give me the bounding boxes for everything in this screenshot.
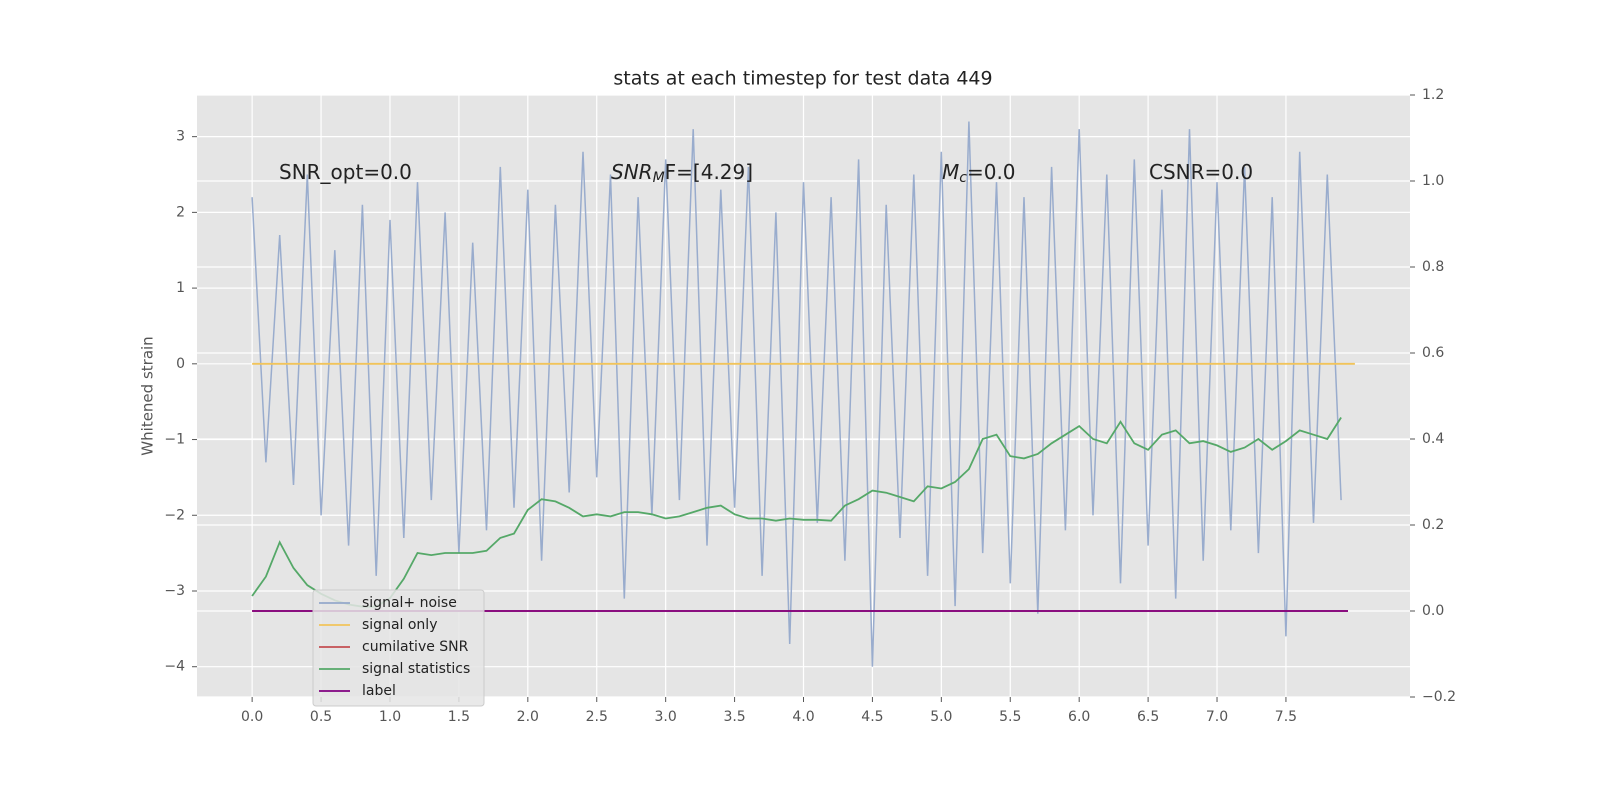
y-tick-label: −1	[164, 432, 185, 448]
y-tick-label: 3	[176, 129, 185, 145]
y-tick-label: 2	[176, 204, 185, 220]
y2-tick-label: 1.0	[1422, 173, 1444, 189]
annotations: SNR_opt=0.0 SNRMF=[4.29] Mc=0.0 CSNR=0.0	[279, 160, 1253, 187]
y2-tick-label: −0.2	[1422, 689, 1456, 705]
y2-tick-label: 0.2	[1422, 517, 1444, 533]
legend-label: signal+ noise	[362, 595, 457, 611]
x-tick-label: 2.5	[586, 709, 608, 725]
chart-title: stats at each timestep for test data 449	[613, 68, 992, 90]
x-tick-label: 2.0	[517, 709, 539, 725]
legend-label: signal statistics	[362, 661, 470, 677]
x-tick-label: 0.0	[241, 709, 263, 725]
legend-label: cumilative SNR	[362, 639, 469, 655]
y2-tick-label: 1.2	[1422, 87, 1444, 103]
x-tick-label: 6.0	[1068, 709, 1090, 725]
legend: signal+ noise signal only cumilative SNR si…	[312, 589, 485, 707]
x-tick-label: 7.0	[1206, 709, 1228, 725]
y2-tick-label: 0.6	[1422, 345, 1444, 361]
legend-label: signal only	[362, 617, 437, 633]
x-tick-label: 7.5	[1275, 709, 1297, 725]
x-tick-label: 6.5	[1137, 709, 1159, 725]
y-tick-label: −4	[164, 659, 185, 675]
annotation: CSNR=0.0	[1149, 160, 1253, 184]
annotation-part: M	[653, 170, 665, 186]
y2-tick-label: 0.0	[1422, 603, 1444, 619]
legend-label: label	[362, 683, 396, 699]
annotation: SNR_opt=0.0	[279, 160, 412, 184]
x-tick-label: 1.0	[379, 709, 401, 725]
y-tick-label: −2	[164, 507, 185, 523]
x-tick-label: 3.5	[723, 709, 745, 725]
y-tick-label: 1	[176, 280, 185, 296]
annotation-part: SNR_opt=0.0	[279, 160, 412, 184]
y2-tick-label: 0.8	[1422, 259, 1444, 275]
series-line	[251, 417, 1342, 608]
legend-box	[312, 589, 485, 707]
y-tick-label: 0	[176, 356, 185, 372]
annotation-part: F=[4.29]	[665, 160, 753, 184]
x-tick-label: 5.5	[999, 709, 1021, 725]
x-tick-label: 4.0	[792, 709, 814, 725]
x-tick-label: 3.0	[655, 709, 677, 725]
y2-tick-label: 0.4	[1422, 431, 1444, 447]
annotation: Mc=0.0	[942, 160, 1016, 187]
axes: 0.0 0.5 1.0 1.5 2.0 2.5 3.0 3.5 4.0 4.5 5.0 5.5 6.0 6…	[164, 87, 1456, 725]
x-tick-label: 1.5	[448, 709, 470, 725]
series-line	[251, 121, 1342, 667]
x-tick-label: 5.0	[930, 709, 952, 725]
annotation-part: c	[959, 170, 967, 186]
y-tick-label: −3	[164, 583, 185, 599]
annotation-part: SNR	[611, 160, 653, 184]
annotation-part: =0.0	[967, 160, 1016, 184]
x-tick-label: 4.5	[861, 709, 883, 725]
annotation-part: CSNR=0.0	[1149, 160, 1253, 184]
y-axis-label: Whitened strain	[139, 336, 157, 455]
annotation: SNRMF=[4.29]	[611, 160, 753, 187]
annotation-part: M	[942, 160, 959, 184]
x-tick-label: 0.5	[310, 709, 332, 725]
